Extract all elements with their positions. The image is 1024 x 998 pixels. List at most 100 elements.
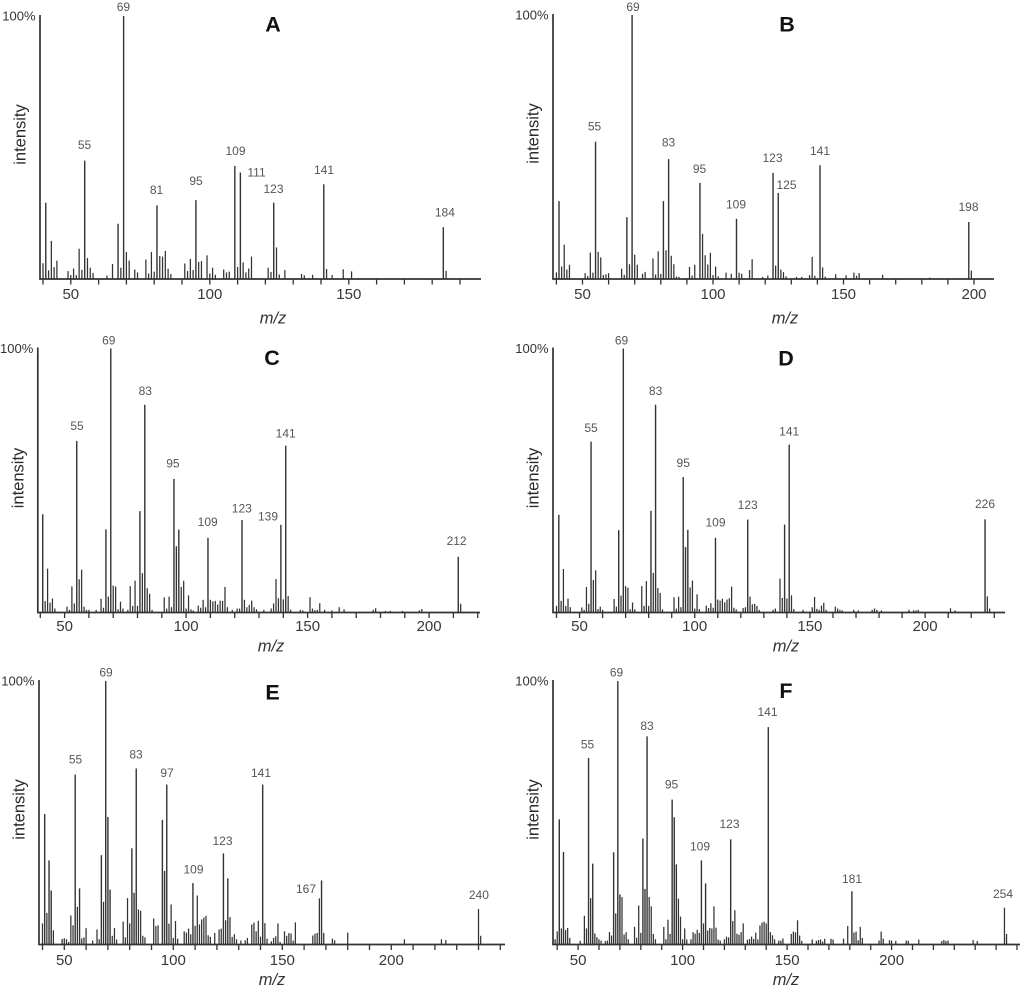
svg-text:100%: 100% — [1, 674, 35, 689]
svg-text:83: 83 — [139, 384, 153, 398]
svg-text:141: 141 — [276, 426, 296, 440]
svg-text:intensity: intensity — [525, 447, 543, 508]
svg-text:69: 69 — [615, 333, 629, 347]
svg-text:100%: 100% — [0, 341, 34, 356]
svg-text:109: 109 — [690, 839, 710, 853]
svg-text:100%: 100% — [515, 674, 549, 689]
svg-text:100: 100 — [174, 618, 199, 635]
svg-text:100: 100 — [682, 618, 707, 635]
svg-text:F: F — [779, 679, 792, 703]
svg-text:50: 50 — [56, 952, 73, 969]
svg-text:95: 95 — [189, 174, 203, 188]
svg-text:69: 69 — [626, 0, 640, 14]
svg-text:123: 123 — [762, 151, 782, 165]
svg-text:181: 181 — [842, 872, 862, 886]
svg-text:100: 100 — [700, 286, 725, 303]
svg-text:139: 139 — [258, 509, 278, 523]
svg-text:D: D — [778, 347, 794, 371]
svg-text:55: 55 — [78, 138, 92, 152]
svg-text:123: 123 — [263, 182, 283, 196]
svg-text:100%: 100% — [515, 341, 549, 356]
svg-text:167: 167 — [296, 882, 316, 896]
svg-text:intensity: intensity — [525, 778, 543, 839]
svg-text:B: B — [779, 13, 795, 37]
svg-text:141: 141 — [314, 163, 334, 177]
svg-text:200: 200 — [379, 952, 404, 969]
svg-text:150: 150 — [797, 618, 822, 635]
svg-text:m/z: m/z — [772, 310, 799, 328]
svg-text:198: 198 — [958, 200, 978, 214]
svg-text:109: 109 — [183, 862, 203, 876]
svg-text:111: 111 — [247, 165, 266, 179]
svg-text:150: 150 — [270, 952, 295, 969]
svg-text:m/z: m/z — [773, 971, 800, 989]
svg-text:intensity: intensity — [9, 447, 27, 508]
svg-text:100%: 100% — [2, 9, 36, 24]
svg-text:100%: 100% — [515, 8, 549, 23]
svg-text:200: 200 — [961, 286, 986, 303]
svg-text:100: 100 — [197, 286, 222, 303]
svg-text:123: 123 — [738, 498, 758, 512]
svg-text:109: 109 — [198, 515, 218, 529]
svg-text:69: 69 — [117, 0, 131, 14]
svg-text:141: 141 — [810, 144, 830, 158]
svg-text:m/z: m/z — [260, 310, 287, 328]
svg-text:123: 123 — [719, 817, 739, 831]
svg-text:226: 226 — [975, 497, 995, 511]
svg-text:212: 212 — [447, 534, 467, 548]
svg-text:83: 83 — [129, 747, 143, 761]
svg-text:200: 200 — [417, 618, 442, 635]
svg-text:100: 100 — [670, 952, 695, 969]
svg-text:141: 141 — [779, 424, 799, 438]
svg-text:123: 123 — [232, 501, 252, 515]
svg-text:50: 50 — [62, 286, 79, 303]
svg-text:m/z: m/z — [258, 638, 285, 656]
svg-text:50: 50 — [571, 618, 588, 635]
svg-text:150: 150 — [295, 618, 320, 635]
svg-text:95: 95 — [693, 162, 707, 176]
svg-text:240: 240 — [469, 888, 489, 902]
svg-text:83: 83 — [662, 135, 676, 149]
svg-text:109: 109 — [726, 197, 746, 211]
svg-text:55: 55 — [588, 119, 602, 133]
svg-text:83: 83 — [649, 384, 663, 398]
svg-text:109: 109 — [705, 515, 725, 529]
svg-text:intensity: intensity — [525, 102, 543, 163]
svg-text:184: 184 — [435, 205, 455, 219]
svg-text:A: A — [265, 13, 281, 37]
svg-text:81: 81 — [150, 183, 164, 197]
svg-text:E: E — [265, 681, 279, 705]
svg-text:50: 50 — [56, 618, 73, 635]
svg-text:83: 83 — [640, 719, 654, 733]
svg-text:55: 55 — [70, 419, 84, 433]
svg-text:intensity: intensity — [12, 103, 30, 164]
svg-text:200: 200 — [879, 952, 904, 969]
svg-text:50: 50 — [570, 952, 587, 969]
svg-text:55: 55 — [581, 737, 595, 751]
svg-text:69: 69 — [102, 333, 116, 347]
svg-text:69: 69 — [99, 665, 113, 679]
svg-text:55: 55 — [584, 421, 598, 435]
svg-text:141: 141 — [251, 766, 271, 780]
svg-text:50: 50 — [574, 286, 591, 303]
svg-text:200: 200 — [913, 618, 938, 635]
svg-text:C: C — [264, 346, 280, 370]
svg-text:55: 55 — [69, 752, 83, 766]
svg-text:m/z: m/z — [259, 971, 286, 989]
svg-text:109: 109 — [225, 144, 245, 158]
svg-text:141: 141 — [757, 705, 777, 719]
svg-text:intensity: intensity — [11, 778, 29, 839]
svg-text:150: 150 — [831, 286, 856, 303]
svg-text:254: 254 — [993, 887, 1013, 901]
svg-text:150: 150 — [336, 286, 361, 303]
svg-text:125: 125 — [776, 178, 796, 192]
svg-text:100: 100 — [161, 952, 186, 969]
svg-text:97: 97 — [160, 766, 174, 780]
svg-text:150: 150 — [775, 952, 800, 969]
svg-text:69: 69 — [610, 665, 624, 679]
svg-text:123: 123 — [212, 834, 232, 848]
svg-text:95: 95 — [166, 456, 180, 470]
svg-text:m/z: m/z — [773, 638, 800, 656]
svg-text:95: 95 — [677, 456, 691, 470]
svg-text:95: 95 — [665, 777, 679, 791]
